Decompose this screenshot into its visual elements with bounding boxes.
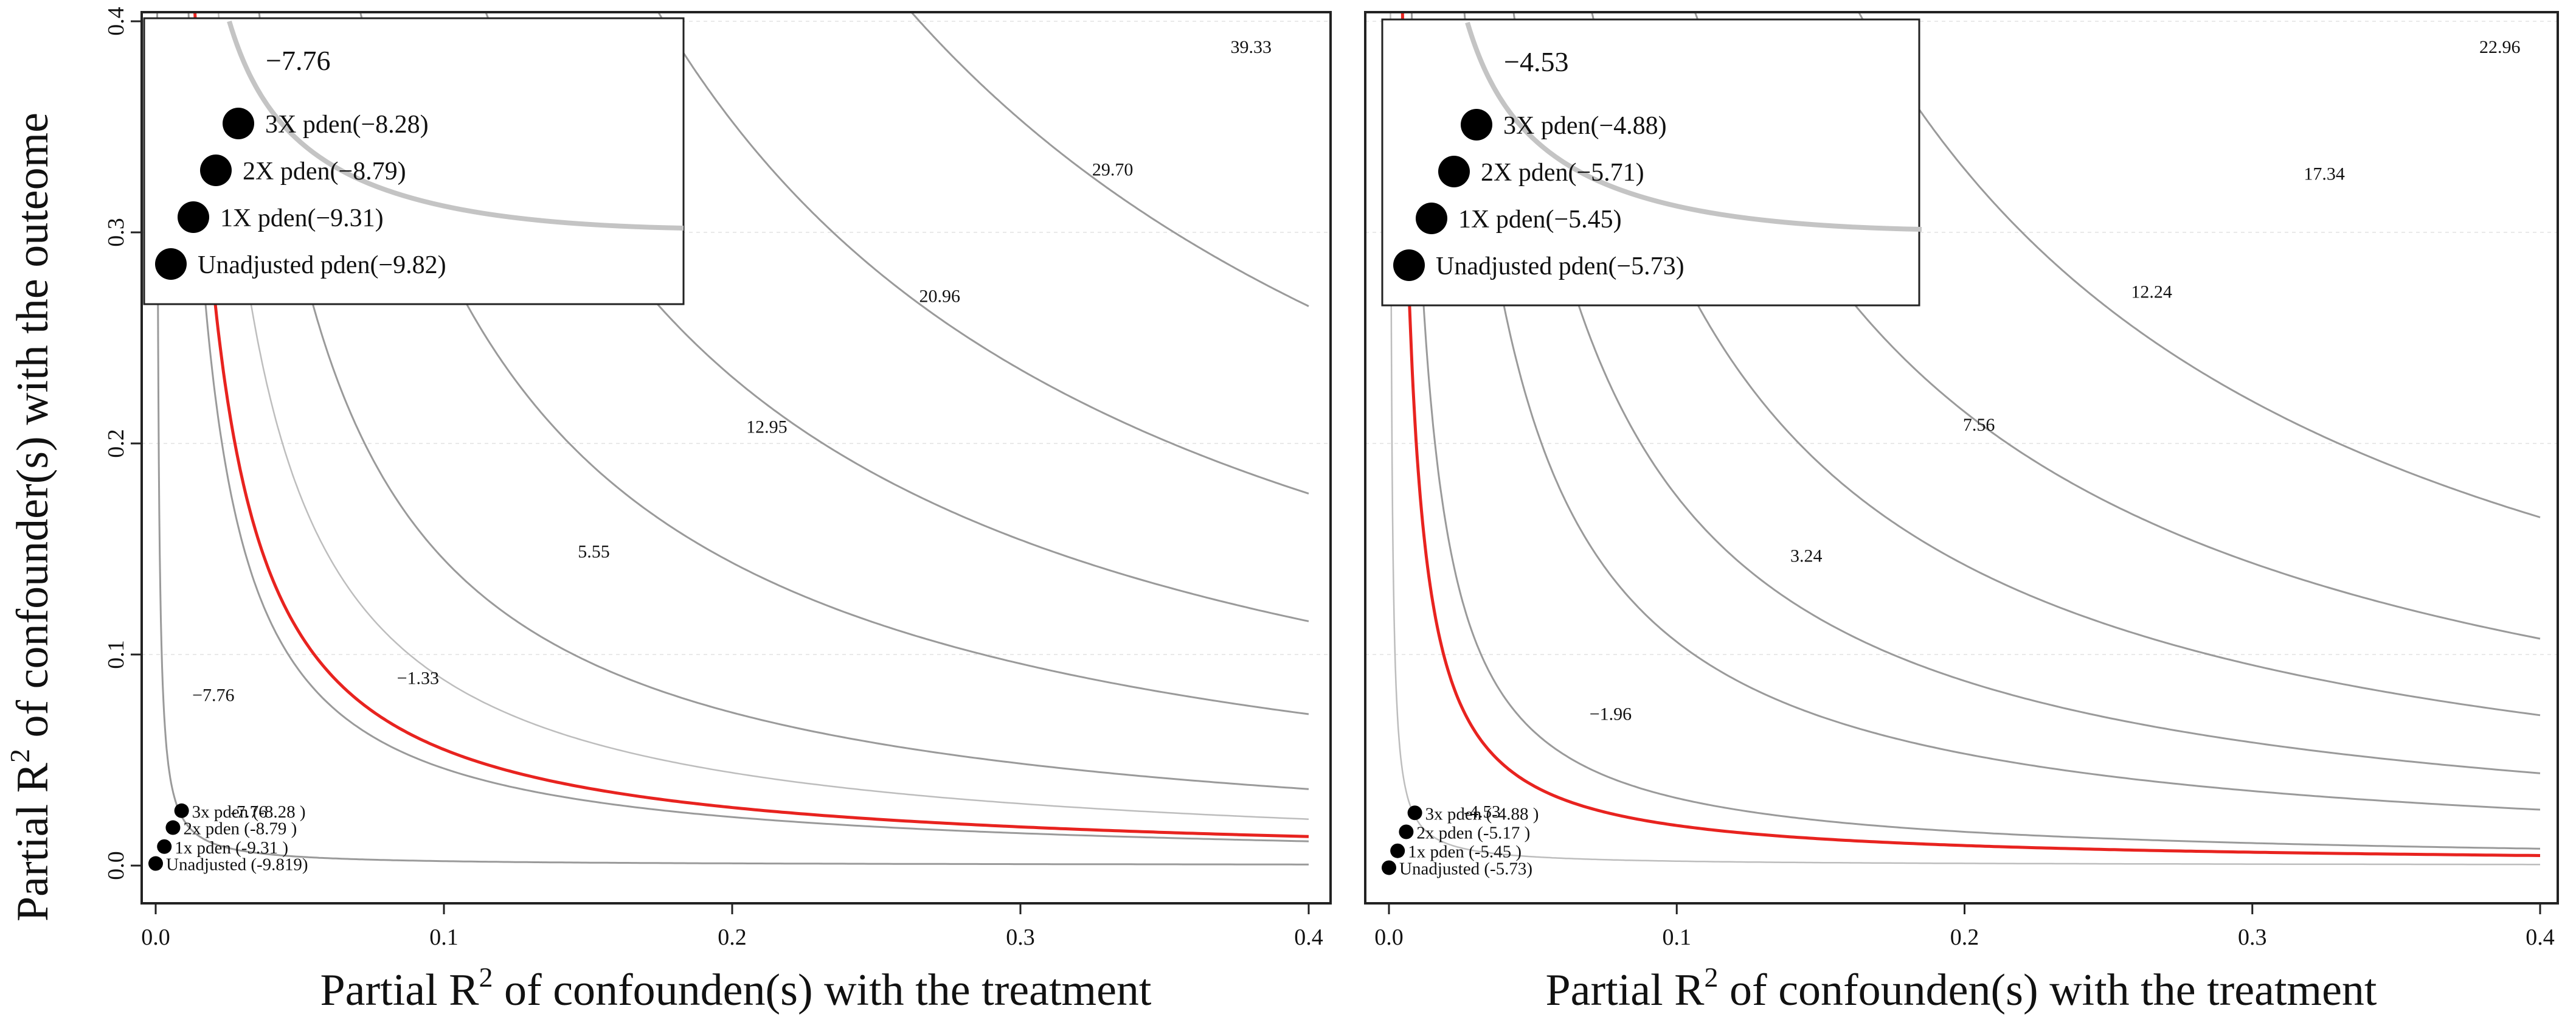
plot-frame: [140, 11, 1332, 905]
y-tick-label: 0.1: [103, 640, 129, 669]
legend-marker: [1393, 249, 1425, 281]
contour-label: −1.96: [1590, 704, 1632, 724]
legend-entry-label: Unadjusted pden(−5.73): [1436, 252, 1684, 280]
contour-line: [1463, 12, 2541, 811]
x-tick-label: 0.2: [718, 925, 747, 950]
legend-title: −7.76: [266, 45, 330, 76]
legend-entry-label: 3X pden(−4.88): [1503, 112, 1667, 140]
legend-marker: [155, 248, 187, 280]
legend-entry-label: 1X pden(−5.45): [1458, 206, 1622, 234]
benchmark-point: [1407, 805, 1422, 821]
x-axis: 0.0 0.1 0.2 0.3 0.4: [1374, 903, 2555, 950]
contour-label: 29.70: [1092, 159, 1134, 179]
x-axis-title: Partial R2 of confounden(s) with the tre…: [320, 962, 1152, 1015]
legend-marker: [178, 201, 209, 233]
benchmark-point-label: 2x pden (-8.79 ): [183, 819, 297, 839]
legend: −4.53 3X pden(−4.88) 2X pden(−5.71) 1X pden…: [1381, 18, 1922, 307]
contour-line-light: [1390, 12, 2540, 866]
legend-marker: [1461, 109, 1492, 141]
benchmark-point-label: 3x pden (-4.88 ): [1425, 804, 1539, 824]
contour-label: 39.33: [1230, 37, 1272, 57]
contour-line: [657, 12, 1309, 495]
legend: −7.76 3X pden(−8.28) 2X pden(−8.79) 1X pden…: [143, 17, 685, 305]
y-axis-title: Partial R2 of confounder(s) with the out…: [4, 113, 58, 922]
legend-marker: [200, 155, 232, 186]
x-tick-label: 0.3: [1006, 925, 1035, 950]
overlapping-contour-label: -4.53: [1464, 802, 1500, 822]
legend-entry-label: 2X pden(−5.71): [1481, 159, 1644, 187]
contour-line: [1410, 12, 2541, 850]
contour-label: 3.24: [1790, 546, 1823, 566]
right-contour-panel: −1.96 3.24 7.56 12.24 17.34 22.96 Unadjusted (…: [1364, 11, 2559, 1015]
x-tick-label: 0.4: [1294, 925, 1323, 950]
legend-contour-sample: [227, 20, 684, 231]
x-tick-label: 0.1: [429, 925, 459, 950]
benchmark-point: [1399, 824, 1414, 839]
left-contour-panel: −7.76 −1.33 5.55 12.95 20.96 29.70 39.33 Unadju…: [103, 7, 1332, 1015]
benchmark-point: [174, 803, 189, 818]
benchmark-point-label: 2x pden (-5.17 ): [1416, 823, 1530, 842]
benchmark-point: [157, 839, 172, 854]
overlapping-contour-label: -7.76: [230, 802, 267, 822]
benchmark-point: [165, 820, 181, 835]
contour-line-light: [217, 12, 1309, 820]
x-tick-label: 0.4: [2526, 925, 2555, 950]
benchmark-point-label: Unadjusted (-5.73): [1399, 859, 1532, 878]
x-tick-label: 0.0: [141, 925, 170, 950]
benchmark-point-label: 1x pden (-5.45 ): [1408, 842, 1522, 862]
legend-marker: [223, 108, 254, 139]
contour-label: 20.96: [919, 287, 961, 307]
legend-entry-label: 2X pden(−8.79): [243, 158, 406, 186]
y-tick-label: 0.4: [103, 7, 129, 36]
contour-label: −1.33: [397, 669, 439, 689]
critical-contour-line: [1401, 12, 2541, 857]
y-tick-label: 0.3: [103, 218, 129, 247]
critical-contour-line: [193, 12, 1309, 838]
legend-marker: [1438, 156, 1470, 187]
legend-marker: [1416, 203, 1447, 234]
x-tick-label: 0.1: [1663, 925, 1692, 950]
benchmark-point: [148, 856, 163, 871]
y-axis: 0.0 0.1 0.2 0.3 0.4: [103, 7, 142, 880]
benchmark-point: [1382, 860, 1396, 875]
contour-label: 22.96: [2479, 37, 2521, 57]
benchmark-point: [1390, 843, 1405, 858]
x-tick-label: 0.2: [1950, 925, 1979, 950]
benchmark-point-label: 3x pden (-8.28 ): [192, 802, 306, 822]
legend-entry-label: 3X pden(−8.28): [265, 111, 429, 139]
x-tick-label: 0.3: [2238, 925, 2267, 950]
x-tick-label: 0.0: [1374, 925, 1404, 950]
contour-label: 5.55: [578, 541, 610, 561]
benchmark-point-label: Unadjusted (-9.819): [166, 855, 308, 875]
legend-entry-label: 1X pden(−9.31): [220, 204, 384, 232]
contour-line: [156, 12, 1309, 866]
contour-label: 12.95: [746, 417, 788, 437]
x-axis-title: Partial R2 of confounden(s) with the tre…: [1546, 962, 2377, 1015]
y-tick-label: 0.0: [103, 851, 129, 880]
contour-label: −7.76: [192, 685, 234, 705]
contour-label: 7.56: [1963, 415, 1995, 435]
contour-label: 17.34: [2304, 164, 2345, 184]
x-axis: 0.0 0.1 0.2 0.3 0.4: [141, 903, 1323, 950]
contour-line: [1857, 12, 2541, 518]
plot-frame: [1364, 11, 2559, 905]
y-tick-label: 0.2: [103, 429, 129, 458]
legend-entry-label: Unadjusted pden(−9.82): [198, 251, 446, 279]
contour-label: 12.24: [2131, 282, 2172, 302]
legend-title: −4.53: [1504, 46, 1568, 77]
contour-line: [910, 12, 1309, 307]
benchmark-point-label: 1x pden (-9.31 ): [175, 838, 288, 858]
legend-contour-sample: [1465, 21, 1922, 232]
contour-line: [187, 12, 1309, 842]
